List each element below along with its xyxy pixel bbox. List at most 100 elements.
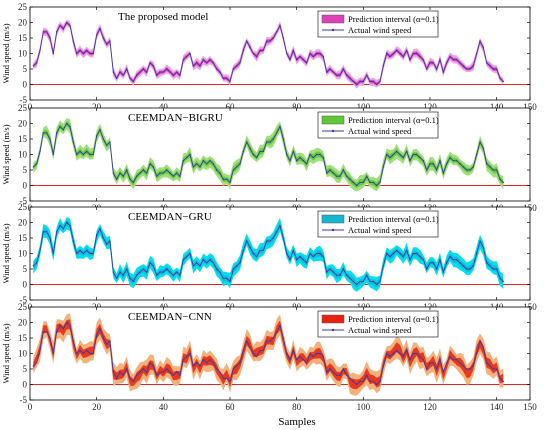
actual-point xyxy=(355,83,358,86)
actual-point xyxy=(279,324,281,327)
actual-point xyxy=(79,249,81,252)
actual-point xyxy=(439,160,441,162)
actual-point xyxy=(155,74,158,76)
actual-point xyxy=(409,259,411,261)
actual-point xyxy=(462,365,465,367)
panel-title: The proposed model xyxy=(118,11,208,23)
actual-point xyxy=(502,80,505,83)
actual-point xyxy=(119,71,121,73)
actual-point xyxy=(105,43,108,45)
actual-point xyxy=(335,374,338,376)
actual-point xyxy=(432,163,435,165)
actual-point xyxy=(372,380,375,383)
actual-point xyxy=(455,59,458,61)
actual-point xyxy=(185,156,188,159)
actual-point xyxy=(195,62,198,64)
actual-point xyxy=(449,156,451,159)
actual-point xyxy=(395,249,398,252)
actual-point xyxy=(285,52,288,55)
actual-point xyxy=(482,246,485,248)
actual-point xyxy=(32,166,35,168)
actual-point xyxy=(205,262,208,264)
actual-point xyxy=(265,240,268,242)
actual-point xyxy=(442,371,445,373)
actual-point xyxy=(422,160,425,162)
actual-point xyxy=(272,138,275,140)
actual-point xyxy=(389,55,391,58)
actual-point xyxy=(382,166,385,168)
actual-point xyxy=(442,271,445,273)
actual-point xyxy=(342,169,345,171)
actual-point xyxy=(185,255,188,258)
actual-point xyxy=(205,362,208,364)
actual-point xyxy=(322,355,325,358)
actual-point xyxy=(399,352,401,355)
y-tick-label: 0 xyxy=(23,80,28,90)
actual-point xyxy=(195,362,198,364)
actual-point xyxy=(459,362,461,364)
actual-point xyxy=(485,362,488,364)
x-tick-label: 40 xyxy=(159,102,169,112)
actual-point xyxy=(175,172,178,174)
actual-point xyxy=(85,49,88,52)
actual-point xyxy=(322,156,325,159)
actual-point xyxy=(479,340,481,342)
actual-point xyxy=(472,265,475,267)
actual-point xyxy=(452,59,455,61)
actual-point xyxy=(432,62,435,64)
actual-point xyxy=(49,37,51,39)
actual-point xyxy=(65,122,68,125)
actual-point xyxy=(269,141,271,143)
actual-point xyxy=(135,175,138,177)
actual-point xyxy=(325,172,328,174)
actual-point xyxy=(382,365,385,367)
legend-marker-actual xyxy=(331,129,335,133)
actual-point xyxy=(359,280,361,283)
actual-point xyxy=(449,255,451,258)
actual-point xyxy=(492,268,495,270)
legend-swatch-interval xyxy=(321,115,345,125)
actual-point xyxy=(69,24,71,27)
y-tick-label: 0 xyxy=(23,181,28,191)
actual-point xyxy=(409,160,411,162)
actual-point xyxy=(372,80,375,83)
actual-point xyxy=(209,160,211,162)
actual-point xyxy=(309,52,311,55)
actual-point xyxy=(52,52,55,55)
y-tick-label: 20 xyxy=(18,318,28,328)
actual-point xyxy=(65,321,68,324)
y-tick-label: -5 xyxy=(20,295,28,305)
actual-point xyxy=(162,172,165,174)
actual-point xyxy=(165,169,168,171)
actual-point xyxy=(359,181,361,184)
actual-point xyxy=(82,52,85,55)
actual-point xyxy=(269,340,271,342)
y-tick-label: -5 xyxy=(20,95,28,105)
actual-point xyxy=(345,274,348,276)
actual-point xyxy=(45,231,48,233)
actual-point xyxy=(402,156,405,159)
y-tick-label: 25 xyxy=(18,2,28,12)
actual-point xyxy=(502,181,505,184)
actual-point xyxy=(292,249,295,252)
actual-point xyxy=(202,359,205,361)
actual-point xyxy=(79,49,81,52)
actual-point xyxy=(385,153,388,156)
actual-point xyxy=(255,55,258,58)
actual-point xyxy=(95,334,98,336)
actual-point xyxy=(399,252,401,255)
actual-point xyxy=(339,175,341,177)
actual-point xyxy=(392,153,395,156)
actual-point xyxy=(362,280,365,283)
legend-swatch-interval xyxy=(321,14,345,24)
actual-point xyxy=(422,359,425,361)
prediction-interval-outer xyxy=(33,118,504,192)
actual-point xyxy=(162,271,165,273)
actual-point xyxy=(129,377,131,379)
actual-point xyxy=(429,163,431,165)
actual-point xyxy=(375,83,378,86)
actual-point xyxy=(352,280,355,283)
actual-point xyxy=(189,252,191,255)
actual-point xyxy=(152,365,155,367)
actual-point xyxy=(499,277,501,279)
